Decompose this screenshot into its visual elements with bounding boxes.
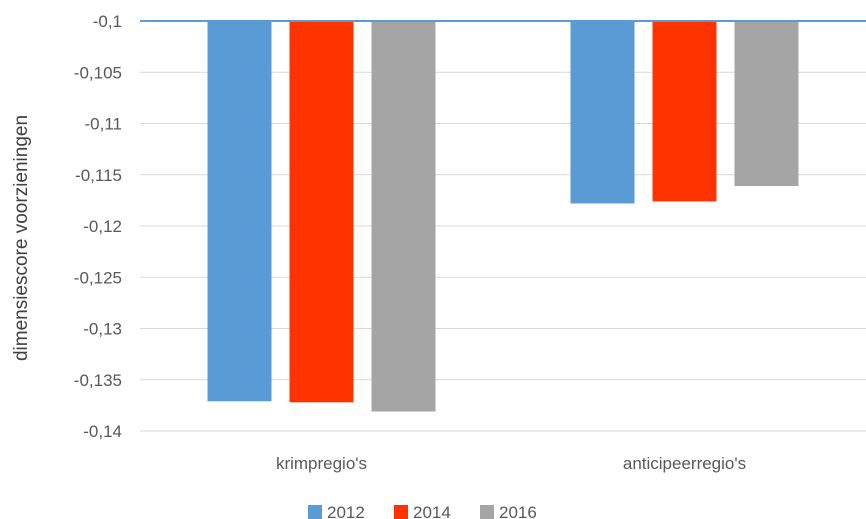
y-tick-label: -0,14	[83, 422, 122, 441]
legend: 2012 2014 2016	[308, 503, 537, 519]
bar-2012-0	[207, 21, 272, 402]
legend-swatch-2014	[394, 505, 408, 519]
y-tick-label: -0,11	[85, 115, 123, 134]
legend-label: 2016	[499, 503, 537, 519]
category-label: krimpregio's	[276, 454, 367, 473]
bar-2014-1	[652, 21, 717, 202]
legend-label: 2014	[413, 503, 451, 519]
y-tick-label: -0,12	[83, 217, 122, 236]
y-tick-label: -0,13	[83, 320, 122, 339]
y-axis-label: dimensiescore voorzieningen	[11, 115, 32, 361]
y-tick-label: -0,1	[93, 12, 122, 31]
y-tick-label: -0,125	[74, 268, 122, 287]
bar-2016-1	[734, 21, 799, 187]
y-axis-ticks: -0,1 -0,105 -0,11 -0,115 -0,12 -0,125 -0,13 -0,…	[74, 12, 122, 441]
y-tick-label: -0,105	[74, 63, 122, 82]
y-tick-label: -0,135	[74, 371, 122, 390]
y-tick-label: -0,115	[75, 166, 122, 185]
bars	[207, 21, 799, 412]
bar-2014-0	[289, 21, 354, 403]
legend-swatch-2012	[308, 505, 322, 519]
bar-2012-1	[570, 21, 635, 204]
legend-label: 2012	[327, 503, 365, 519]
bar-2016-0	[371, 21, 436, 412]
x-axis-categories: krimpregio's anticipeerregio's	[276, 454, 746, 473]
legend-swatch-2016	[480, 505, 494, 519]
category-label: anticipeerregio's	[623, 454, 746, 473]
